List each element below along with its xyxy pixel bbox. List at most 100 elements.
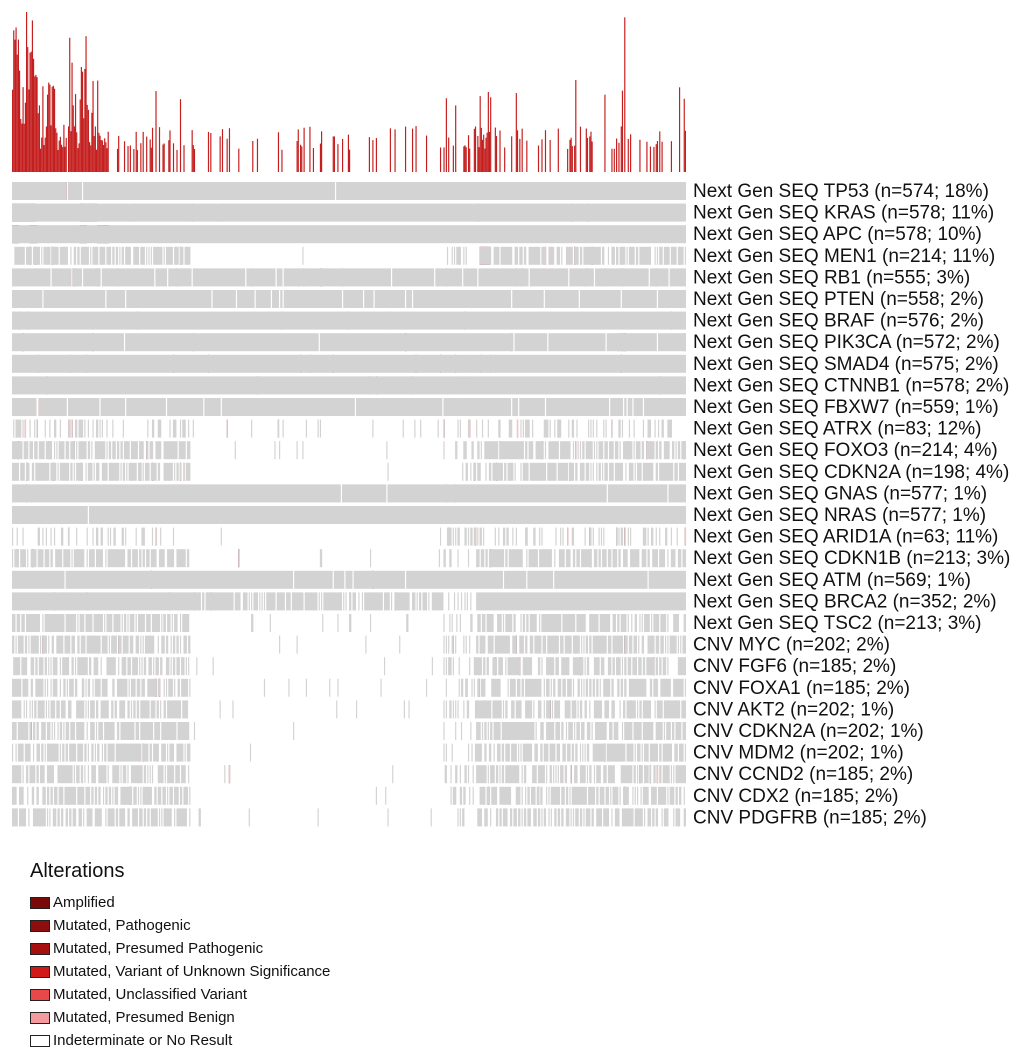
tested-segment xyxy=(516,419,519,438)
tested-segment xyxy=(649,743,659,762)
tested-segment xyxy=(647,527,649,546)
tested-segment xyxy=(63,549,71,568)
histogram-bar xyxy=(15,27,17,172)
tested-segment xyxy=(493,743,495,762)
tested-segment xyxy=(576,614,586,632)
tested-segment xyxy=(255,290,271,308)
histogram-bar xyxy=(106,148,108,172)
tested-segment xyxy=(283,290,342,308)
histogram-bar xyxy=(77,148,79,172)
tested-segment xyxy=(574,722,576,740)
tested-segment xyxy=(571,786,587,805)
tested-segment xyxy=(455,700,457,719)
tested-segment xyxy=(572,808,575,827)
tested-segment xyxy=(185,657,187,676)
tested-segment xyxy=(663,246,670,265)
tested-segment xyxy=(84,419,86,438)
tested-segment xyxy=(364,290,374,308)
tested-segment xyxy=(95,700,99,719)
tested-segment xyxy=(620,678,624,697)
tested-segment xyxy=(380,678,382,697)
tested-segment xyxy=(114,700,117,719)
histogram-bar xyxy=(404,126,407,172)
tested-segment xyxy=(586,765,589,784)
tested-segment xyxy=(175,765,180,784)
tested-segment xyxy=(633,419,635,438)
tested-segment xyxy=(567,678,572,697)
tested-segment xyxy=(634,614,638,632)
tested-segment xyxy=(402,419,404,438)
tested-segment xyxy=(105,808,107,827)
tested-segment xyxy=(85,462,87,481)
tested-segment xyxy=(12,700,22,719)
matrix-row-rb1-next-gen-seq xyxy=(12,268,686,287)
tested-segment xyxy=(527,570,554,589)
histogram-bar xyxy=(569,139,571,172)
tested-segment xyxy=(543,700,545,719)
tested-segment xyxy=(32,722,36,740)
tested-segment xyxy=(682,635,686,654)
tested-segment xyxy=(100,398,126,416)
tested-segment xyxy=(228,765,231,784)
tested-segment xyxy=(640,786,642,805)
tested-segment xyxy=(71,549,73,568)
tested-segment xyxy=(548,808,550,827)
tested-segment xyxy=(136,678,141,697)
tested-segment xyxy=(70,722,75,740)
tested-segment xyxy=(536,786,540,805)
tested-segment xyxy=(483,527,485,546)
tested-segment xyxy=(532,419,534,438)
tested-segment xyxy=(282,419,284,438)
tested-segment xyxy=(95,419,99,438)
tested-segment xyxy=(57,462,59,481)
legend-swatch xyxy=(30,1034,50,1047)
tested-segment xyxy=(472,786,474,805)
tested-segment xyxy=(349,614,352,632)
oncoprint-chart: Next Gen SEQ TP53 (n=574; 18%)Next Gen S… xyxy=(12,12,1010,828)
tested-segment xyxy=(561,657,570,676)
tested-segment xyxy=(627,398,633,416)
tested-segment xyxy=(67,700,72,719)
tested-segment xyxy=(499,441,524,460)
tested-segment xyxy=(647,808,652,827)
tested-segment xyxy=(49,419,51,438)
tested-segment xyxy=(659,462,674,481)
tested-segment xyxy=(662,657,667,676)
tested-segment xyxy=(616,657,621,676)
tested-segment xyxy=(672,441,675,460)
legend-swatch xyxy=(30,965,50,978)
tested-segment xyxy=(491,678,501,697)
tested-segment xyxy=(663,700,681,719)
tested-segment xyxy=(487,722,489,740)
tested-segment xyxy=(93,462,95,481)
tested-segment xyxy=(189,808,191,827)
tested-segment xyxy=(581,678,583,697)
tested-segment xyxy=(638,635,640,654)
tested-segment xyxy=(85,678,87,697)
tested-segment xyxy=(567,743,571,762)
tested-segment xyxy=(609,722,613,740)
tested-segment xyxy=(621,290,657,308)
tested-segment xyxy=(651,786,657,805)
tested-segment xyxy=(677,246,684,265)
tested-segment xyxy=(29,441,33,460)
tested-segment xyxy=(98,722,103,740)
histogram-bar xyxy=(20,118,22,172)
tested-segment xyxy=(106,614,113,632)
tested-segment xyxy=(677,635,680,654)
tested-segment xyxy=(151,765,154,784)
tested-segment xyxy=(523,765,527,784)
histogram-bar xyxy=(425,135,428,172)
tested-segment xyxy=(633,765,636,784)
gene-label: CNV MYC (n=202; 2%) xyxy=(693,635,890,656)
tested-segment xyxy=(537,700,542,719)
tested-segment xyxy=(151,527,154,546)
tested-segment xyxy=(646,441,655,460)
tested-segment xyxy=(23,441,29,460)
tested-segment xyxy=(455,722,457,740)
tested-segment xyxy=(12,743,14,762)
histogram-bar xyxy=(653,146,655,172)
histogram-bar xyxy=(375,138,377,172)
tested-segment xyxy=(554,570,648,589)
tested-segment xyxy=(12,808,18,827)
